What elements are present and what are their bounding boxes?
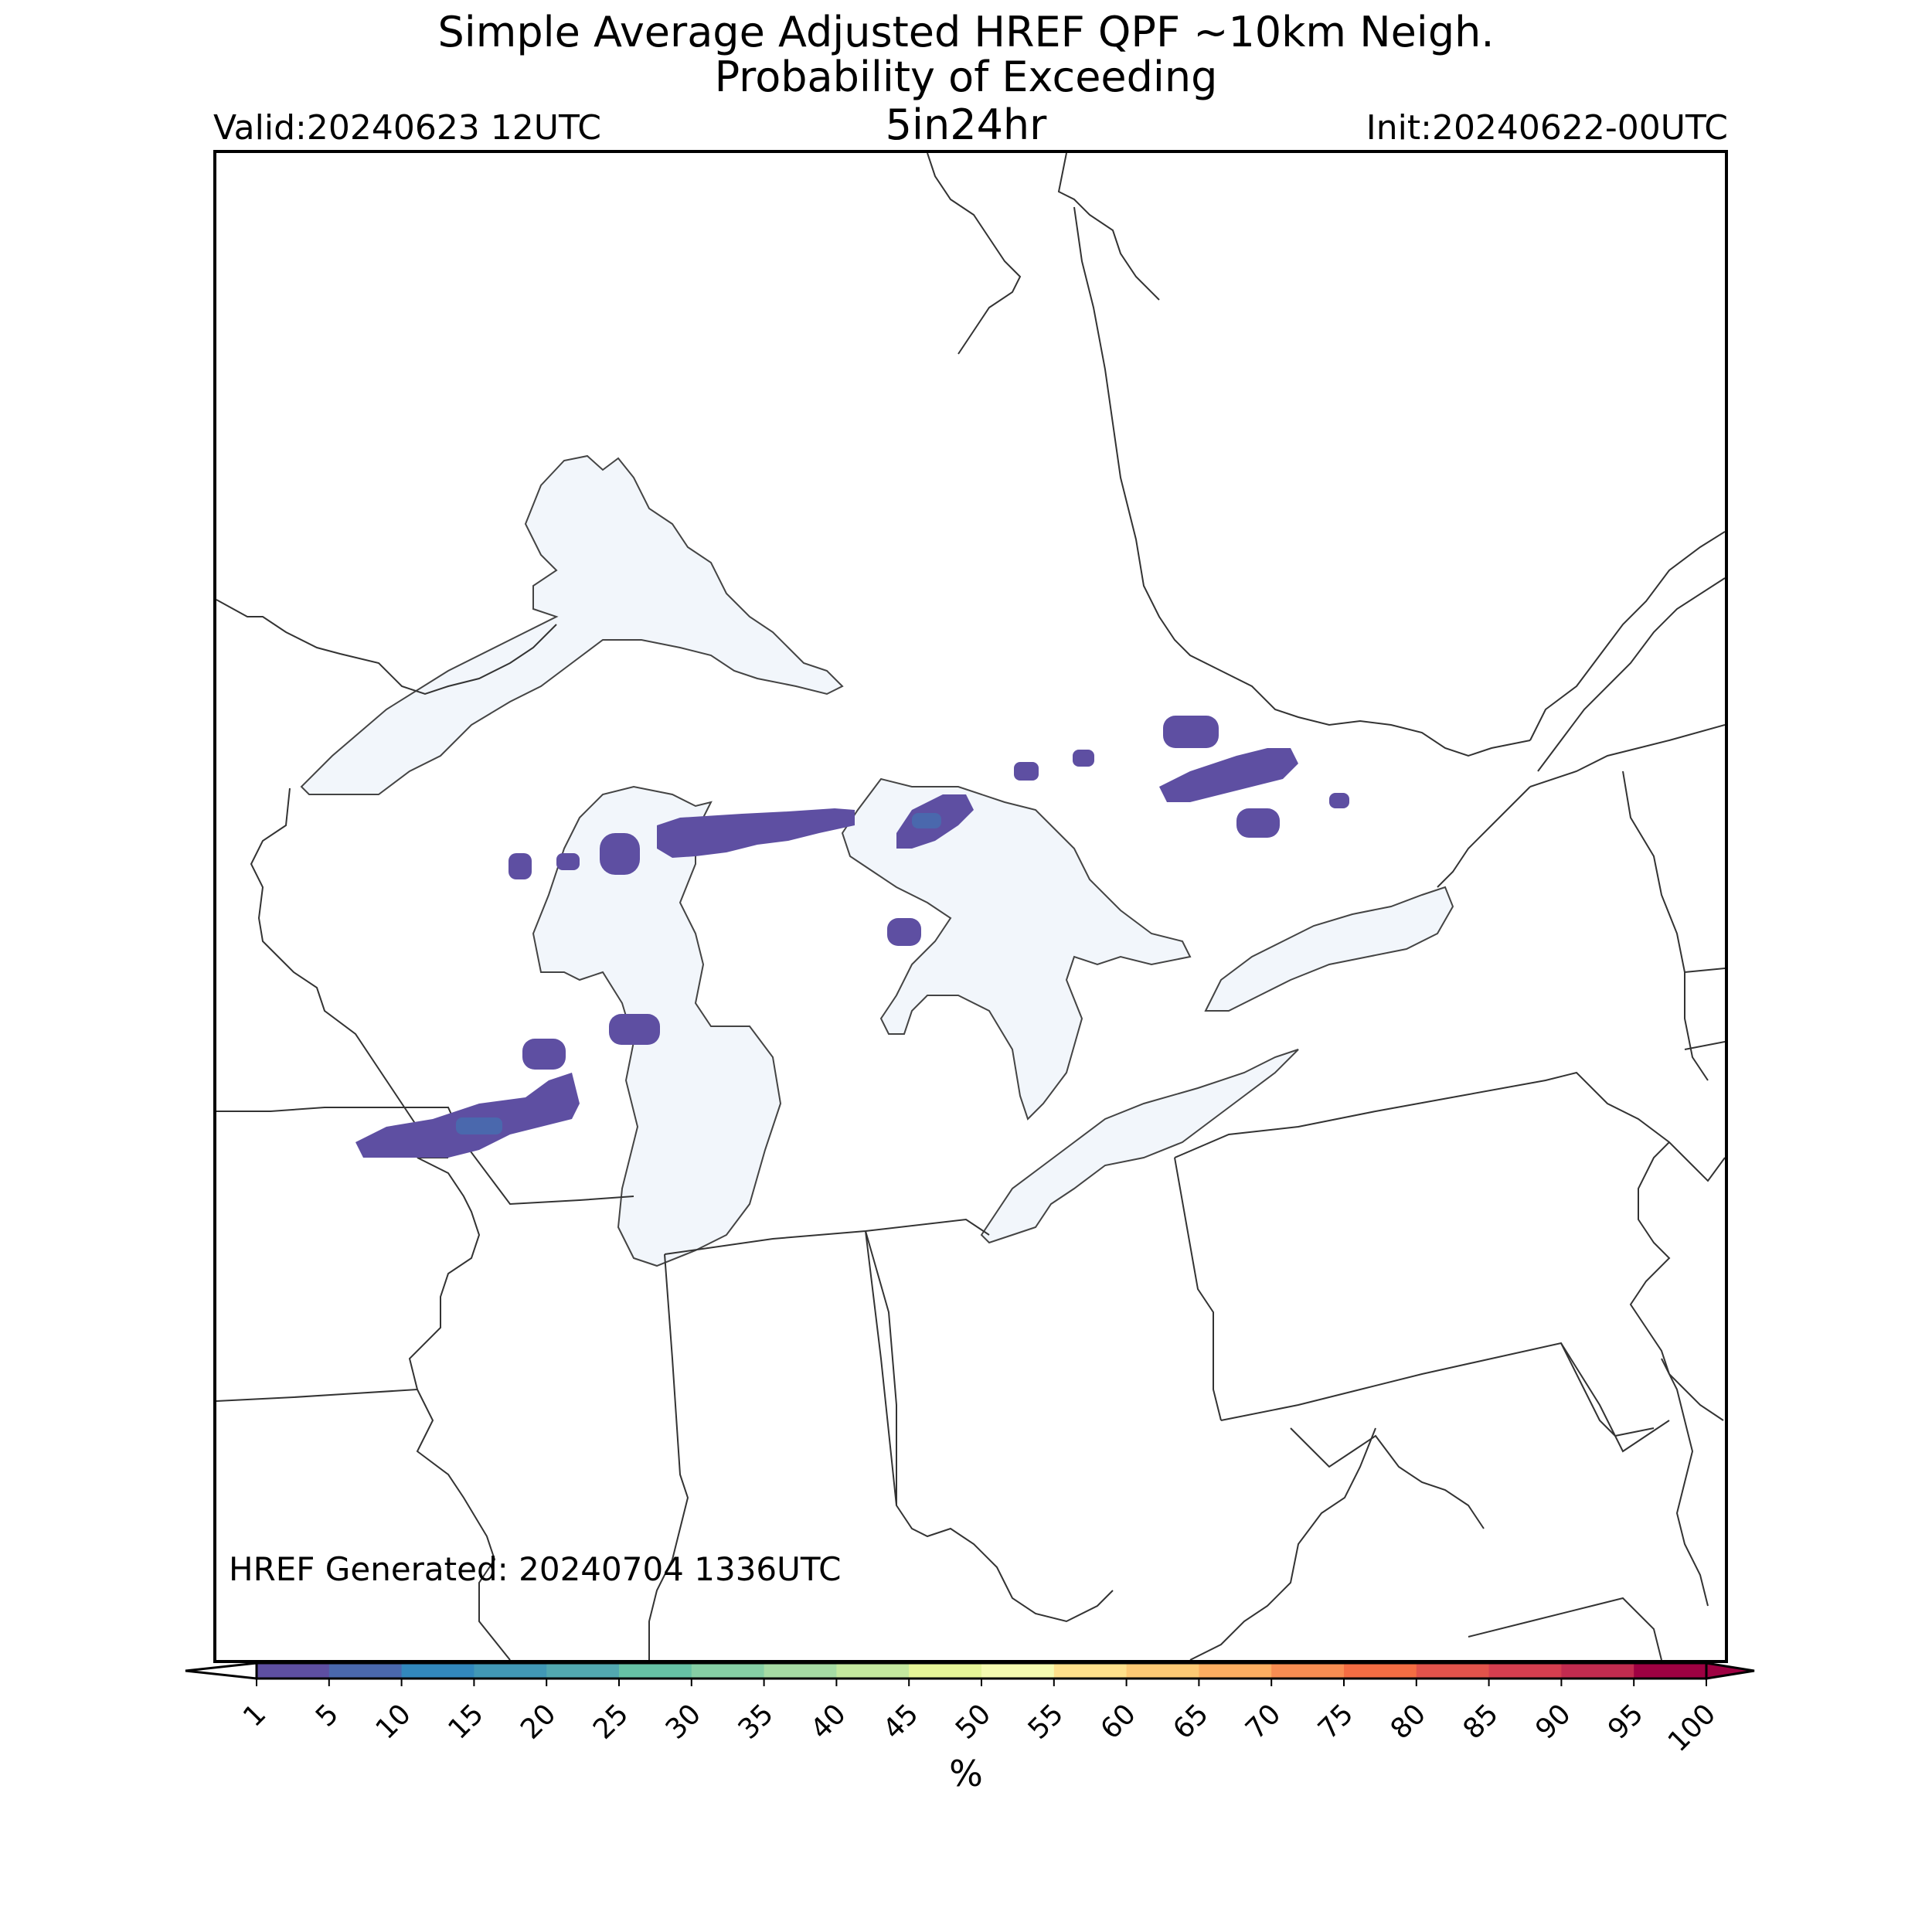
colorbar: 1 5 10 15 20 25 30 35 40 45 50 55 60 65 70 75 80 85 90 95 10… — [0, 1660, 1932, 1907]
colorbar-tick-label: 1 — [237, 1698, 272, 1733]
colorbar-tick-label: 80 — [1385, 1698, 1432, 1745]
colorbar-tick-label: 30 — [660, 1698, 707, 1745]
colorbar-segment — [836, 1663, 910, 1679]
colorbar-tick-label: 35 — [733, 1698, 780, 1745]
colorbar-segment — [1634, 1663, 1707, 1679]
lake-superior — [300, 454, 844, 795]
colorbar-tick-label: 70 — [1240, 1698, 1287, 1745]
colorbar-tick-label: 95 — [1602, 1698, 1649, 1745]
colorbar-tick-label: 5 — [310, 1698, 345, 1733]
colorbar-unit-label: % — [949, 1753, 983, 1794]
colorbar-tick-label: 15 — [442, 1698, 489, 1745]
colorbar-tick-label: 100 — [1662, 1698, 1723, 1758]
colorbar-segment — [401, 1663, 474, 1679]
probability-areas — [355, 716, 1349, 1158]
colorbar-segment — [909, 1663, 982, 1679]
colorbar-tick-label: 85 — [1458, 1698, 1505, 1745]
colorbar-segment — [1271, 1663, 1345, 1679]
title-line-2: Probability of Exceeding — [714, 53, 1218, 101]
colorbar-segment — [474, 1663, 547, 1679]
init-time-label: Init:20240622-00UTC — [1366, 108, 1728, 148]
colorbar-segment — [546, 1663, 620, 1679]
valid-time-label: Valid:20240623 12UTC — [213, 108, 602, 148]
colorbar-segment — [619, 1663, 692, 1679]
colorbar-tick-label: 20 — [515, 1698, 562, 1745]
colorbar-tick-label: 60 — [1095, 1698, 1142, 1745]
colorbar-tick-label: 50 — [950, 1698, 997, 1745]
colorbar-segment — [257, 1663, 330, 1679]
colorbar-under-extend — [185, 1662, 258, 1680]
probability-areas-higher — [456, 813, 941, 1134]
colorbar-tick-label: 90 — [1529, 1698, 1577, 1745]
generated-timestamp: HREF Generated: 20240704 1336UTC — [229, 1550, 842, 1588]
colorbar-segment — [1053, 1663, 1128, 1679]
colorbar-tick-label: 75 — [1312, 1698, 1359, 1745]
colorbar-tick-label: 25 — [587, 1698, 634, 1745]
colorbar-segment — [1344, 1663, 1417, 1679]
title-threshold: 5in24hr — [885, 100, 1047, 149]
colorbar-segment — [1561, 1663, 1634, 1679]
boundaries — [216, 153, 1725, 1660]
colorbar-segment — [1416, 1663, 1490, 1679]
colorbar-segment — [328, 1663, 403, 1679]
lake-ontario — [1204, 886, 1454, 1012]
colorbar-tick-label: 10 — [370, 1698, 417, 1745]
colorbar-canvas: 1 5 10 15 20 25 30 35 40 45 50 55 60 65 70 75 80 85 90 95 10… — [185, 1662, 1755, 1758]
colorbar-tick-label: 45 — [877, 1698, 924, 1745]
colorbar-tick-label: 65 — [1167, 1698, 1214, 1745]
lake-huron — [841, 777, 1192, 1121]
colorbar-segment — [1199, 1663, 1272, 1679]
colorbar-over-extend — [1705, 1662, 1755, 1680]
map-canvas — [216, 153, 1725, 1660]
colorbar-tick-label: 55 — [1022, 1698, 1070, 1745]
colorbar-segment — [1488, 1663, 1562, 1679]
colorbar-segment — [981, 1663, 1055, 1679]
title-line-1: Simple Average Adjusted HREF QPF ~10km N… — [437, 8, 1495, 56]
map-panel — [213, 150, 1728, 1663]
lake-erie — [980, 1049, 1299, 1244]
colorbar-segment — [1126, 1663, 1199, 1679]
colorbar-segment — [691, 1663, 765, 1679]
colorbar-segment — [764, 1663, 837, 1679]
colorbar-tick-label: 40 — [804, 1698, 852, 1745]
